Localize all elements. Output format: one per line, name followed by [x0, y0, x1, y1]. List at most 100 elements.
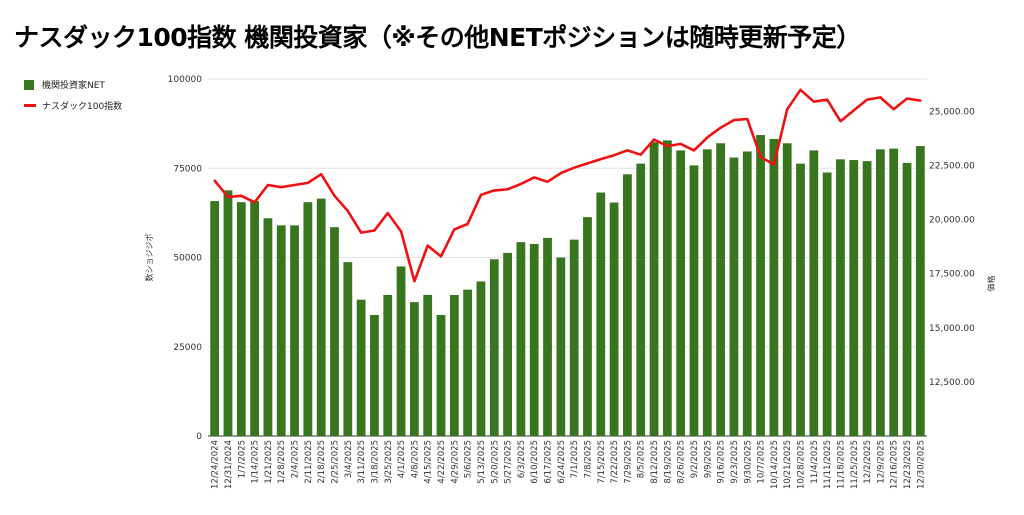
x-tick-label: 12/2/2025 — [863, 440, 873, 484]
x-tick-label: 10/21/2025 — [783, 440, 793, 489]
x-tick-label: 3/11/2025 — [357, 440, 367, 484]
bar — [583, 217, 592, 436]
x-tick-label: 7/15/2025 — [597, 440, 607, 484]
bar — [782, 143, 792, 436]
bar — [543, 237, 552, 436]
x-tick-label: 8/5/2025 — [637, 440, 647, 478]
x-tick-label: 11/4/2025 — [810, 440, 820, 484]
y-right-tick-label: 17,500.00 — [929, 270, 975, 280]
y-right-tick-label: 12,500.00 — [929, 378, 975, 388]
x-tick-label: 5/27/2025 — [504, 440, 514, 484]
x-tick-label: 2/25/2025 — [331, 440, 341, 484]
x-tick-label: 1/7/2025 — [237, 440, 247, 478]
y-left-tick-label: 25000 — [173, 343, 202, 353]
y-left-axis-title: 数ショジジポ — [144, 234, 154, 282]
x-tick-label: 1/14/2025 — [251, 440, 261, 484]
x-tick-label: 2/4/2025 — [291, 440, 301, 478]
bar — [769, 138, 779, 436]
x-tick-label: 5/6/2025 — [464, 440, 474, 478]
bar — [676, 150, 686, 436]
x-tick-label: 4/8/2025 — [410, 440, 420, 478]
bar — [742, 151, 752, 436]
x-tick-label: 9/2/2025 — [690, 440, 700, 478]
chart-title: ナスダック100指数 機関投資家（※その他NETポジションは随時更新予定） — [14, 23, 861, 52]
x-tick-label: 9/30/2025 — [743, 440, 753, 484]
x-tick-label: 4/22/2025 — [437, 440, 447, 484]
legend-line-label: ナスダック100指数 — [42, 102, 123, 112]
bar — [902, 162, 912, 436]
x-tick-label: 7/1/2025 — [570, 440, 580, 478]
x-tick-label: 2/18/2025 — [317, 440, 327, 484]
x-tick-label: 9/23/2025 — [730, 440, 740, 484]
x-tick-label: 9/16/2025 — [717, 440, 727, 484]
bar — [449, 294, 459, 436]
bar — [529, 243, 539, 436]
price-line — [213, 88, 922, 283]
bar — [476, 281, 486, 436]
x-tick-label: 12/16/2025 — [890, 440, 900, 489]
x-tick-label: 10/14/2025 — [770, 440, 780, 489]
bar — [330, 227, 339, 436]
legend-bar-swatch — [24, 79, 34, 90]
bar — [689, 165, 699, 437]
bar — [636, 163, 646, 436]
bar — [556, 257, 566, 436]
bar — [876, 149, 885, 437]
x-tick-label: 8/19/2025 — [663, 440, 673, 484]
legend-item-line: ナスダック100指数 — [24, 95, 122, 116]
x-tick-label: 7/29/2025 — [623, 440, 633, 484]
x-tick-label: 9/9/2025 — [703, 440, 713, 478]
x-tick-label: 11/18/2025 — [837, 440, 847, 489]
bar — [516, 242, 526, 436]
x-tick-label: 8/12/2025 — [650, 440, 660, 484]
x-tick-label: 6/24/2025 — [557, 440, 567, 484]
bar — [716, 143, 726, 436]
x-tick-label: 12/9/2025 — [876, 440, 886, 484]
bar — [250, 201, 259, 436]
bar — [862, 161, 872, 437]
x-tick-label: 12/31/2024 — [224, 440, 234, 489]
x-tick-label: 5/20/2025 — [490, 440, 500, 484]
x-tick-label: 4/1/2025 — [397, 440, 407, 478]
bar — [290, 225, 299, 436]
x-tick-label: 11/25/2025 — [850, 440, 860, 489]
bar — [489, 259, 499, 436]
bar — [463, 289, 473, 436]
y-left-tick-label: 75000 — [173, 164, 202, 174]
legend-bar-label: 機関投資家NET — [42, 81, 105, 91]
bar — [649, 142, 659, 436]
y-left-tick-label: 100000 — [168, 75, 203, 85]
x-tick-label: 4/15/2025 — [424, 440, 434, 484]
x-tick-label: 2/11/2025 — [304, 440, 314, 484]
x-tick-label: 7/22/2025 — [610, 440, 620, 484]
x-tick-label: 12/23/2025 — [903, 440, 913, 489]
bar — [662, 140, 672, 437]
bar — [276, 225, 286, 436]
x-tick-label: 4/29/2025 — [450, 440, 460, 484]
y-left-tick-label: 0 — [196, 432, 202, 442]
bar — [236, 202, 246, 436]
y-right-tick-label: 25,000.00 — [929, 107, 975, 117]
bar — [809, 150, 819, 436]
bar — [210, 201, 220, 436]
x-tick-label: 7/8/2025 — [584, 440, 594, 478]
y-right-tick-label: 20,000.00 — [929, 216, 975, 226]
bar — [370, 314, 379, 436]
x-tick-label: 8/26/2025 — [677, 440, 687, 484]
bar — [849, 160, 859, 436]
bar — [356, 299, 366, 436]
bar — [889, 148, 899, 437]
x-tick-label: 3/18/2025 — [370, 440, 380, 484]
x-tick-label: 1/21/2025 — [264, 440, 274, 484]
x-tick-label: 6/3/2025 — [517, 440, 527, 478]
bar — [796, 163, 805, 436]
legend-item-bar: 機関投資家NET — [24, 74, 122, 95]
x-tick-label: 3/25/2025 — [384, 440, 394, 484]
y-right-tick-label: 22,500.00 — [929, 162, 975, 172]
bar — [503, 252, 512, 436]
bar — [623, 174, 632, 436]
bar — [303, 202, 313, 436]
bar — [569, 239, 579, 436]
x-tick-label: 11/11/2025 — [823, 440, 833, 489]
